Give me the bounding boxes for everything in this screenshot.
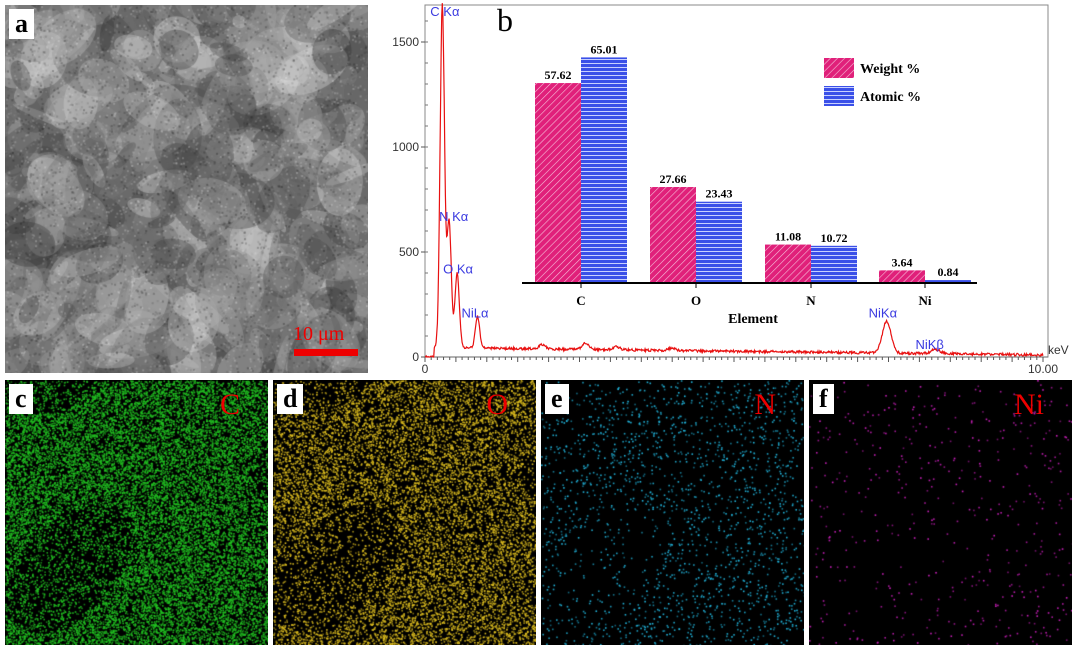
eds-spectrum-chart: 0 500 1000 1500 0 10.00 keV C Kα N Kα O Kα NiLα NiK… bbox=[392, 3, 1069, 376]
eds-map-image bbox=[273, 380, 536, 645]
bar-weight-Ni bbox=[879, 270, 925, 283]
panel-label-f: f bbox=[813, 384, 834, 414]
eds-map-image bbox=[5, 380, 268, 645]
eds-map-Ni: f Ni bbox=[809, 380, 1072, 645]
bar-value-label: 65.01 bbox=[591, 42, 618, 56]
sem-image-panel: a 10 μm bbox=[5, 5, 368, 373]
scale-bar-label: 10 μm bbox=[293, 323, 345, 345]
bar-weight-N bbox=[765, 244, 811, 283]
bar-atomic-C bbox=[581, 57, 627, 283]
panel-label-b: b bbox=[497, 2, 513, 38]
element-label: N bbox=[754, 388, 776, 421]
panel-label-d: d bbox=[277, 384, 304, 414]
bar-value-label: 3.64 bbox=[892, 255, 913, 269]
bar-value-label: 27.66 bbox=[660, 172, 687, 186]
legend-label: Weight % bbox=[860, 62, 920, 77]
y-tick-label: 1000 bbox=[392, 140, 419, 154]
eds-map-image bbox=[809, 380, 1072, 645]
bar-weight-O bbox=[650, 187, 696, 283]
legend-swatch bbox=[824, 86, 854, 106]
peak-label: NiKα bbox=[869, 306, 898, 321]
eds-map-image bbox=[541, 380, 804, 645]
category-label: Ni bbox=[919, 293, 932, 308]
peak-label: NiLα bbox=[462, 306, 490, 321]
peak-label: NiKβ bbox=[915, 337, 943, 352]
spectrum-line bbox=[424, 3, 1044, 358]
bar-value-label: 23.43 bbox=[706, 187, 733, 201]
category-label: C bbox=[576, 293, 585, 308]
y-tick-label: 0 bbox=[412, 350, 419, 364]
panel-label-a: a bbox=[9, 9, 34, 39]
bar-weight-C bbox=[535, 83, 581, 284]
scale-bar bbox=[294, 349, 358, 356]
x-tick-label: 10.00 bbox=[1028, 362, 1058, 376]
category-label: O bbox=[691, 293, 701, 308]
bar-value-label: 57.62 bbox=[545, 68, 572, 82]
x-axis-label: keV bbox=[1048, 343, 1069, 357]
x-tick-label: 0 bbox=[422, 362, 429, 376]
panel-label-e: e bbox=[545, 384, 569, 414]
category-label: N bbox=[806, 293, 816, 308]
inset-x-axis-label: Element bbox=[728, 312, 778, 327]
peak-label: C Kα bbox=[430, 4, 460, 19]
element-label: Ni bbox=[1014, 388, 1044, 421]
bar-value-label: 11.08 bbox=[775, 230, 801, 244]
y-tick-label: 500 bbox=[399, 245, 419, 259]
element-label: O bbox=[486, 388, 508, 421]
bar-atomic-O bbox=[696, 201, 742, 283]
bar-atomic-Ni bbox=[925, 280, 971, 283]
legend-swatch bbox=[824, 58, 854, 78]
legend-label: Atomic % bbox=[860, 90, 921, 105]
peak-label: O Kα bbox=[443, 261, 473, 276]
plot-frame bbox=[424, 4, 1049, 358]
panel-label-c: c bbox=[9, 384, 33, 414]
bar-value-label: 0.84 bbox=[938, 265, 959, 279]
bar-value-label: 10.72 bbox=[821, 231, 848, 245]
peak-label: N Kα bbox=[439, 209, 469, 224]
bar-atomic-N bbox=[811, 245, 857, 283]
element-label: C bbox=[219, 388, 240, 421]
y-tick-label: 1500 bbox=[392, 35, 419, 49]
sem-image bbox=[5, 5, 368, 373]
